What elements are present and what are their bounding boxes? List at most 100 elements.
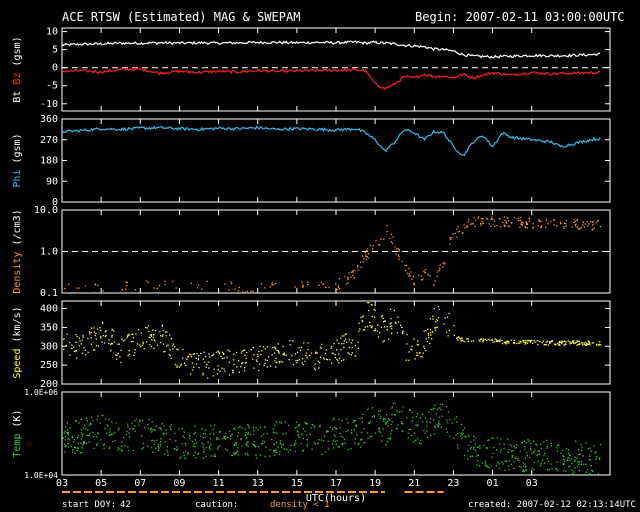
data-point-temp [67,433,70,435]
data-point-temp [385,444,387,446]
data-point-temp [114,431,116,434]
data-point-density [407,272,409,274]
data-point-speed [369,321,371,323]
data-point-density [584,223,586,225]
data-point-speed [587,340,589,342]
data-point-speed [380,326,383,328]
data-point-temp [379,417,382,419]
data-point-speed [192,353,194,355]
data-point-density [514,216,516,219]
data-point-temp [446,419,448,421]
data-point-temp [151,429,153,431]
data-point-speed [564,340,566,342]
data-point-temp [538,450,540,452]
data-point-temp [546,447,548,449]
ytick-label-mag: 10 [46,27,58,38]
data-point-density [521,223,523,225]
data-point-temp [367,437,369,439]
data-point-speed [218,352,220,354]
data-point-density [365,258,367,261]
data-point-density [272,284,274,286]
data-point-temp [202,437,204,439]
data-point-temp [543,462,546,464]
data-point-temp [228,430,231,432]
data-point-speed [570,342,572,344]
data-point-temp [118,427,120,429]
data-point-temp [233,443,236,446]
data-point-density [366,250,368,252]
data-point-speed [348,339,350,341]
data-point-temp [429,421,431,423]
data-point-temp [253,441,256,443]
data-point-speed [142,343,144,345]
data-point-temp [257,429,259,431]
data-point-density [68,283,70,285]
data-point-speed [496,340,498,342]
data-point-speed [166,345,168,347]
data-point-speed [115,358,118,360]
data-point-speed [525,342,527,344]
data-point-density [264,287,266,289]
data-point-temp [453,418,456,420]
data-point-temp [174,432,176,435]
data-point-speed [219,370,221,373]
data-point-temp [302,449,305,451]
data-point-speed [578,340,581,343]
data-point-temp [104,427,106,430]
data-point-density [449,243,451,245]
data-point-speed [183,362,186,364]
data-point-temp [216,437,218,440]
data-point-temp [189,437,191,440]
data-point-speed [428,336,430,339]
data-point-speed [274,346,276,348]
data-point-density [521,224,523,226]
data-point-temp [569,455,571,457]
data-point-density [357,265,359,267]
data-point-temp [210,425,212,427]
data-point-speed [176,365,178,367]
ytick-label-density: 10.0 [34,205,58,216]
data-point-speed [561,340,563,342]
data-point-temp [464,435,466,437]
data-point-temp [277,446,279,448]
data-point-temp [367,408,369,410]
data-point-speed [94,334,96,337]
data-point-density [481,221,483,223]
data-point-speed [425,338,427,340]
data-point-temp [439,407,441,409]
data-point-speed [599,341,601,343]
data-point-temp [390,433,392,435]
data-point-speed [421,356,423,358]
data-point-density [452,233,454,235]
ytick-label-mag: 5 [52,45,58,56]
data-point-temp [563,460,566,462]
data-point-temp [522,462,524,464]
data-point-temp [233,452,235,454]
data-point-temp [409,409,411,411]
data-point-temp [132,428,134,430]
data-point-temp [380,415,382,417]
data-point-temp [524,469,527,471]
data-point-temp [327,430,329,432]
data-point-speed [253,367,255,369]
data-point-speed [117,343,119,345]
data-point-density [320,281,322,283]
data-point-density [344,276,346,278]
data-point-temp [260,426,262,428]
data-point-temp [430,434,432,437]
data-point-temp [446,431,448,433]
data-point-temp [265,446,267,448]
data-point-speed [135,333,137,335]
data-point-density [380,238,382,241]
data-point-temp [306,434,308,436]
data-point-temp [546,439,548,441]
data-point-speed [268,356,270,358]
data-point-temp [196,442,198,444]
data-point-temp [585,442,587,444]
data-point-density [592,224,594,226]
data-point-speed [341,335,343,337]
data-point-speed [269,365,272,367]
data-point-density [238,286,240,288]
data-point-speed [569,341,571,343]
data-point-temp [93,436,95,438]
